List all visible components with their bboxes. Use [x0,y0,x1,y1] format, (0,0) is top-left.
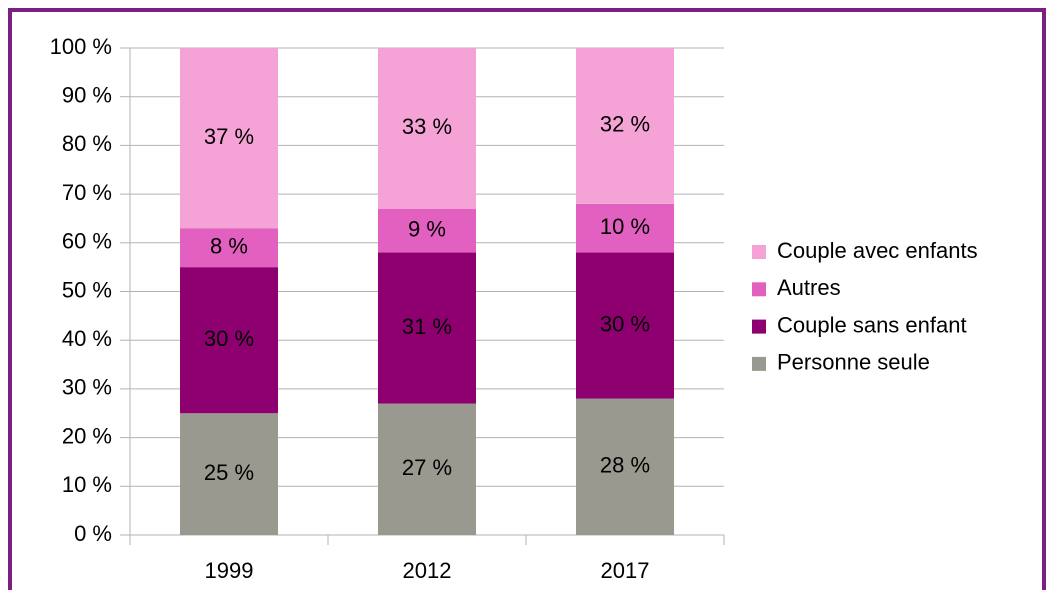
bar-segment [575,203,675,253]
data-label: 25 % [204,460,254,485]
y-tick-label: 30 % [62,375,112,400]
bar-segment [179,267,279,414]
y-tick-label: 90 % [62,83,112,108]
legend-label: Personne seule [777,350,930,375]
legend-swatch [752,356,766,371]
bar-segment [179,228,279,268]
y-tick-label: 10 % [62,472,112,497]
legend-label: Autres [777,275,841,300]
y-tick-label: 40 % [62,326,112,351]
bar-segment [377,403,477,535]
y-tick-label: 50 % [62,277,112,302]
bar-segment [377,208,477,253]
y-tick-label: 20 % [62,423,112,448]
legend-label: Couple sans enfant [777,312,967,337]
data-label: 10 % [600,214,650,239]
bar-segment [179,48,279,229]
x-tick-label: 2017 [601,558,650,583]
x-tick-label: 2012 [403,558,452,583]
bar-segment [575,252,675,399]
data-label: 30 % [204,326,254,351]
y-tick-label: 80 % [62,131,112,156]
data-label: 27 % [402,455,452,480]
legend-swatch [752,319,766,334]
data-label: 33 % [402,114,452,139]
legend-swatch [752,282,766,297]
y-tick-label: 100 % [50,34,112,59]
data-label: 8 % [210,233,248,258]
bar-segment [575,48,675,204]
y-tick-label: 60 % [62,229,112,254]
bar-segment [575,398,675,535]
data-label: 28 % [600,453,650,478]
data-label: 31 % [402,314,452,339]
legend-label: Couple avec enfants [777,238,978,263]
data-label: 37 % [204,124,254,149]
bar-segment [179,413,279,535]
y-tick-label: 0 % [74,521,112,546]
data-label: 30 % [600,311,650,336]
data-label: 32 % [600,112,650,137]
bar-segment [377,252,477,404]
bar-segment [377,48,477,209]
x-tick-label: 1999 [205,558,254,583]
y-tick-label: 70 % [62,180,112,205]
data-label: 9 % [408,216,446,241]
legend-swatch [752,245,766,259]
